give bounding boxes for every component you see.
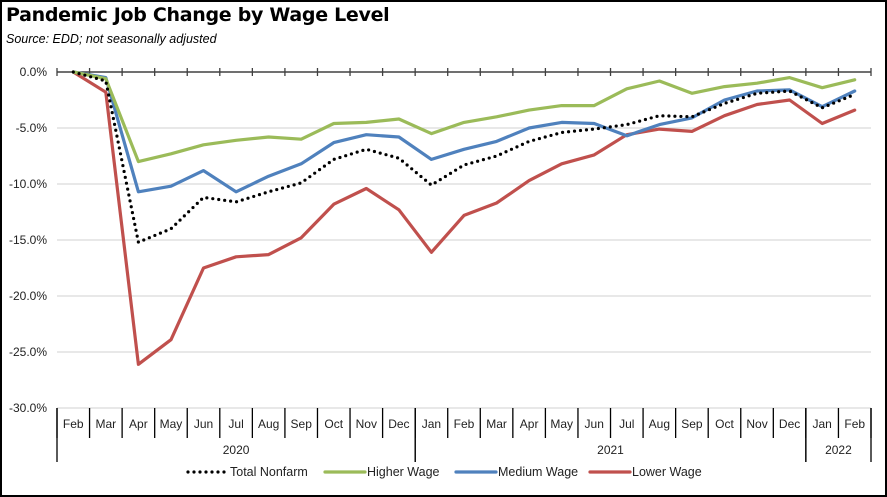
y-tick-label: -15.0% xyxy=(9,233,47,247)
y-tick-label: -30.0% xyxy=(9,401,47,415)
x-tick-label: Jan xyxy=(422,417,441,431)
x-tick-label: Sep xyxy=(681,417,703,431)
x-tick-label: May xyxy=(160,417,183,431)
legend-label: Lower Wage xyxy=(632,465,702,479)
x-tick-label: Mar xyxy=(96,417,117,431)
legend-label: Higher Wage xyxy=(367,465,440,479)
x-tick-label: Mar xyxy=(486,417,507,431)
x-tick-label: Jun xyxy=(194,417,213,431)
x-tick-label: Jan xyxy=(812,417,831,431)
x-tick-label: Nov xyxy=(356,417,377,431)
x-tick-label: Feb xyxy=(63,417,84,431)
y-tick-label: -10.0% xyxy=(9,177,47,191)
year-label: 2022 xyxy=(825,443,852,457)
y-tick-label: 0.0% xyxy=(20,65,48,79)
x-axis: Feb Mar Apr May Jun Jul Aug Sep Oct Nov Dec Jan Feb M… xyxy=(56,68,872,462)
year-label: 2021 xyxy=(597,443,624,457)
chart-subtitle: Source: EDD; not seasonally adjusted xyxy=(6,32,217,46)
x-tick-label: Jul xyxy=(619,417,634,431)
series-lines xyxy=(71,70,857,366)
y-tick-label: -20.0% xyxy=(9,289,47,303)
x-tick-label: Dec xyxy=(779,417,800,431)
x-tick-label: Sep xyxy=(291,417,313,431)
x-tick-label: Oct xyxy=(715,417,734,431)
x-tick-label: Dec xyxy=(388,417,409,431)
y-tick-label: -25.0% xyxy=(9,345,47,359)
y-tick-label: -5.0% xyxy=(16,121,48,135)
x-tick-label: Apr xyxy=(520,417,539,431)
legend-label: Total Nonfarm xyxy=(230,465,308,479)
series-line-medium-wage xyxy=(71,70,857,194)
legend: Total Nonfarm Higher Wage Medium Wage Lower… xyxy=(186,465,702,479)
chart-title: Pandemic Job Change by Wage Level xyxy=(6,4,390,26)
x-tick-label: Nov xyxy=(746,417,767,431)
x-tick-label: Aug xyxy=(649,417,670,431)
x-tick-label: Aug xyxy=(258,417,279,431)
x-tick-label: Oct xyxy=(324,417,343,431)
year-label: 2020 xyxy=(223,443,250,457)
y-axis: 0.0% -5.0% -10.0% -15.0% -20.0% -25.0% -30.0% xyxy=(9,65,47,415)
legend-label: Medium Wage xyxy=(498,465,578,479)
x-tick-label: Jun xyxy=(585,417,604,431)
x-tick-label: Apr xyxy=(129,417,148,431)
x-tick-label: Jul xyxy=(228,417,243,431)
x-tick-label: May xyxy=(550,417,573,431)
series-line-lower-wage xyxy=(71,70,857,366)
gridlines xyxy=(57,127,871,409)
x-tick-label: Feb xyxy=(844,417,865,431)
x-tick-label: Feb xyxy=(454,417,475,431)
